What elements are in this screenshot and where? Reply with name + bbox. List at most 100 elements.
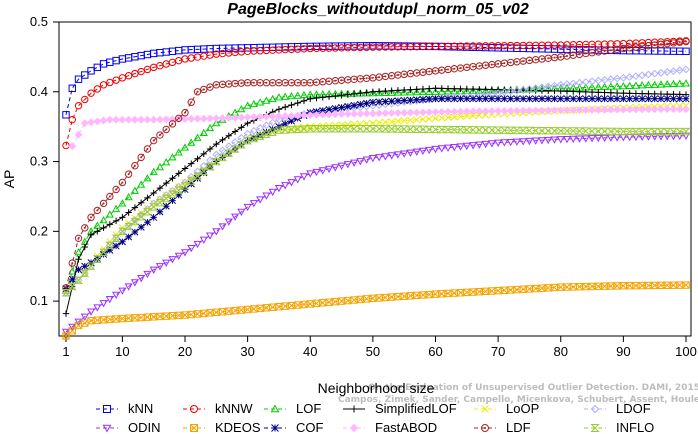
plus-marker	[163, 179, 170, 187]
triangle-up-marker	[681, 79, 691, 87]
circle-dot-center	[102, 202, 105, 205]
square-x-cross	[569, 283, 577, 291]
triangle-down-marker	[431, 145, 440, 154]
diamond-filled-marker	[500, 106, 509, 115]
circle-dot-center	[653, 44, 656, 47]
diamond-filled-marker	[481, 107, 490, 116]
triangle-up-marker	[130, 186, 139, 194]
circle-dot-center	[353, 78, 356, 81]
plus-marker	[463, 85, 471, 93]
star-marker	[619, 95, 627, 103]
plus-marker	[407, 86, 414, 93]
star-marker	[81, 262, 89, 270]
star-marker	[607, 95, 615, 103]
legend-item-lof: LOF	[264, 401, 321, 416]
series-odin	[61, 132, 691, 337]
triangle-up-marker	[400, 88, 409, 96]
legend-item-fastabod: FastABOD	[343, 420, 437, 434]
square-x-cross	[582, 283, 590, 291]
diamond-marker	[594, 76, 603, 85]
triangle-up-marker	[281, 92, 290, 100]
circle-dot-center	[490, 63, 493, 66]
triangle-up-marker	[270, 404, 280, 413]
legend-item-odin: ODIN	[96, 420, 161, 434]
square-marker	[103, 405, 111, 413]
circle-dot-marker	[131, 162, 139, 170]
plus-marker	[307, 95, 314, 102]
square-x-cross	[312, 299, 321, 307]
circle-dot-center	[152, 139, 155, 142]
plus-marker	[382, 87, 389, 95]
triangle-down-marker	[556, 136, 565, 144]
star-marker	[319, 107, 327, 115]
x-tick-label: 30	[240, 344, 254, 359]
triangle-down-marker	[519, 138, 528, 146]
hourglass-marker	[399, 125, 409, 133]
square-x-cross	[463, 288, 471, 296]
circle-marker	[99, 81, 108, 89]
square-x-cross	[544, 284, 552, 292]
star-marker	[588, 95, 596, 103]
diamond-marker	[231, 138, 239, 146]
circle-dot-center	[196, 90, 199, 93]
circle-dot-marker	[143, 145, 152, 153]
circle-dot-center	[666, 42, 669, 45]
diamond-filled-marker	[450, 107, 459, 116]
triangle-up-marker	[418, 87, 428, 96]
hourglass-marker	[449, 125, 459, 134]
star-marker	[507, 95, 515, 103]
circle-dot-center	[296, 81, 299, 84]
hourglass-marker	[230, 145, 240, 153]
star-marker	[488, 95, 496, 103]
square-x-cross	[150, 313, 158, 321]
circle-dot-center	[484, 427, 486, 429]
triangle-down-marker	[581, 135, 590, 143]
diamond-filled-marker	[444, 107, 452, 116]
diamond-filled-marker	[306, 111, 315, 120]
triangle-down-marker	[393, 151, 402, 159]
star-marker	[262, 128, 270, 136]
triangle-down-marker	[450, 144, 459, 152]
triangle-down-marker	[102, 424, 112, 433]
circle-dot-center	[183, 111, 186, 114]
circle-marker	[118, 74, 127, 82]
diamond-marker	[657, 68, 665, 77]
square-marker	[68, 84, 76, 92]
square-x-cross	[538, 284, 546, 292]
triangle-down-marker	[638, 133, 647, 141]
cross-marker	[450, 113, 458, 121]
triangle-down-marker	[299, 173, 309, 181]
cross-marker	[406, 116, 414, 124]
circle-dot-center	[177, 117, 180, 120]
square-x-cross	[250, 305, 258, 313]
square-x-cross	[281, 302, 289, 310]
diamond-marker	[243, 129, 252, 138]
plus-marker	[369, 88, 377, 95]
circle-dot-center	[465, 66, 468, 69]
diamond-filled-marker	[231, 113, 239, 122]
hourglass-marker	[625, 127, 635, 136]
triangle-down-marker	[205, 232, 215, 240]
circle-dot-center	[509, 61, 512, 64]
star-marker	[394, 97, 402, 105]
star-marker	[425, 95, 433, 103]
diamond-marker	[387, 99, 396, 108]
star-marker	[626, 95, 634, 103]
square-x-cross	[237, 306, 245, 314]
diamond-filled-marker	[224, 113, 233, 122]
diamond-filled-marker	[337, 110, 346, 119]
square-marker	[106, 58, 114, 66]
triangle-down-marker	[387, 152, 396, 160]
circle-dot-center	[190, 101, 193, 104]
diamond-marker	[631, 72, 640, 81]
star-marker	[482, 95, 490, 103]
series-line	[65, 98, 686, 289]
hourglass-marker	[644, 127, 653, 136]
square-x-cross	[431, 290, 440, 298]
diamond-filled-marker	[112, 115, 121, 124]
diamond-filled-marker	[563, 106, 571, 115]
square-x-cross	[219, 308, 227, 316]
legend-label: kNN	[128, 401, 153, 416]
square-x-cross	[325, 298, 333, 306]
triangle-up-marker	[99, 215, 108, 224]
